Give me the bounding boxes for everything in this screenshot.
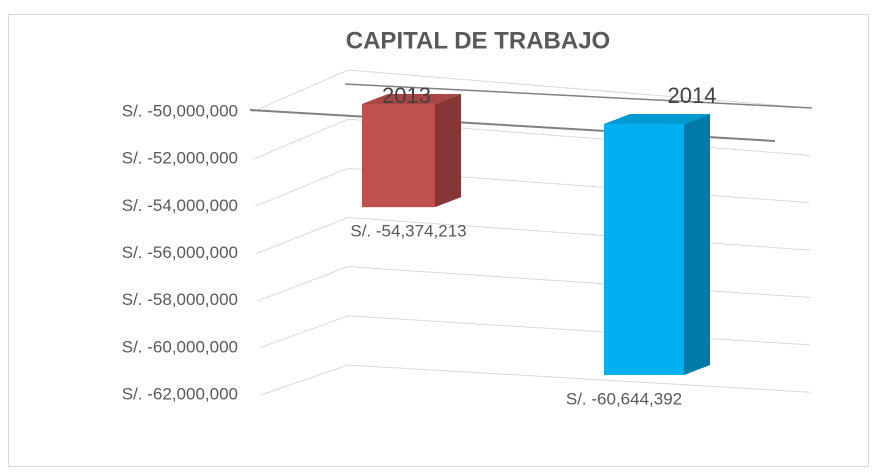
- back-line: [344, 83, 813, 109]
- chart-title: CAPITAL DE TRABAJO: [346, 27, 610, 54]
- y-tick-label: S/. -60,000,000: [122, 337, 238, 356]
- bar-side-shade: [435, 94, 461, 208]
- data-label: S/. -60,644,392: [566, 390, 682, 409]
- bar-side-shade: [684, 114, 710, 376]
- y-tick-label: S/. -58,000,000: [122, 290, 238, 309]
- bar-top-shade: [604, 114, 710, 124]
- y-tick-label: S/. -52,000,000: [122, 149, 238, 168]
- y-tick-label: S/. -56,000,000: [122, 243, 238, 262]
- bar-top: [362, 94, 461, 104]
- bar: [362, 104, 435, 208]
- bar-side: [435, 94, 461, 208]
- y-tick-label: S/. -50,000,000: [122, 101, 238, 120]
- bar-side: [684, 114, 710, 376]
- x-tick-label: 2014: [668, 83, 717, 108]
- bar-top: [604, 114, 710, 124]
- data-label: S/. -54,374,213: [350, 222, 466, 241]
- x-tick-label: 2013: [382, 83, 431, 108]
- grid-line: [251, 69, 811, 113]
- y-tick-label: S/. -54,000,000: [122, 196, 238, 215]
- bar-top-shade: [362, 94, 461, 104]
- bar: [604, 124, 684, 376]
- chart-border: [8, 14, 869, 467]
- grid-line: [260, 364, 811, 396]
- y-tick-label: S/. -62,000,000: [122, 384, 238, 403]
